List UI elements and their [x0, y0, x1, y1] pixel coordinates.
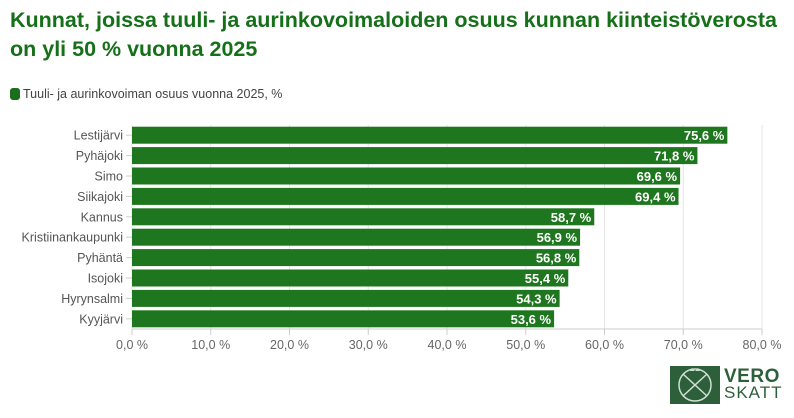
data-label: 56,9 % [537, 230, 578, 245]
x-tick-label: 30,0 % [349, 338, 388, 352]
logo-text-skatt: SKATT [724, 383, 783, 402]
category-label: Simo [95, 170, 124, 184]
bar [132, 147, 698, 165]
data-label: 55,4 % [525, 271, 566, 286]
x-tick-label: 80,0 % [743, 338, 782, 352]
legend: Tuuli- ja aurinkovoiman osuus vuonna 202… [10, 87, 282, 101]
category-label: Kristiinankaupunki [22, 231, 123, 245]
x-tick-label: 70,0 % [664, 338, 703, 352]
data-label: 53,6 % [511, 312, 552, 327]
category-label: Kannus [81, 210, 123, 224]
x-tick-label: 40,0 % [428, 338, 467, 352]
category-label: Lestijärvi [74, 129, 123, 143]
category-label: Isojoki [88, 272, 123, 286]
vero-skatt-logo: VERO SKATT [670, 366, 783, 404]
category-label: Kyyjärvi [79, 312, 123, 326]
logo-text-vero: VERO [724, 366, 780, 387]
category-label: Pyhäntä [77, 251, 123, 265]
x-tick-label: 50,0 % [506, 338, 545, 352]
data-label: 71,8 % [654, 149, 695, 164]
bar [132, 310, 555, 328]
bar [132, 208, 595, 226]
bar [132, 249, 580, 267]
chart-title: Kunnat, joissa tuuli- ja aurinkovoimaloi… [10, 8, 777, 61]
data-label: 58,7 % [551, 210, 592, 225]
data-label: 75,6 % [684, 128, 725, 143]
bar [132, 269, 569, 287]
bar [132, 126, 728, 144]
data-label: 69,4 % [635, 189, 676, 204]
legend-label: Tuuli- ja aurinkovoiman osuus vuonna 202… [23, 87, 283, 101]
bar [132, 289, 560, 307]
data-label: 54,3 % [516, 291, 557, 306]
x-tick-label: 20,0 % [270, 338, 309, 352]
x-tick-label: 10,0 % [191, 338, 230, 352]
category-label: Pyhäjoki [76, 149, 123, 163]
category-label: Hyrynsalmi [61, 292, 123, 306]
legend-swatch [10, 88, 20, 100]
bar [132, 228, 581, 246]
x-tick-label: 60,0 % [585, 338, 624, 352]
bar [132, 167, 681, 185]
data-label: 69,6 % [637, 169, 678, 184]
bar [132, 187, 679, 205]
x-tick-label: 0,0 % [116, 338, 148, 352]
logo-emblem-icon [670, 366, 720, 404]
category-label: Siikajoki [77, 190, 123, 204]
data-label: 56,8 % [536, 251, 577, 266]
